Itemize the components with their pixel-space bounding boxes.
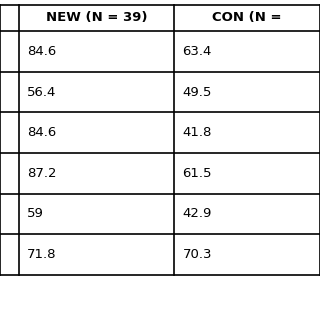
Text: 56.4: 56.4 bbox=[27, 85, 57, 99]
Text: 59: 59 bbox=[27, 207, 44, 220]
Text: 41.8: 41.8 bbox=[182, 126, 212, 139]
Text: 70.3: 70.3 bbox=[182, 248, 212, 261]
Text: 71.8: 71.8 bbox=[27, 248, 57, 261]
Text: 61.5: 61.5 bbox=[182, 167, 212, 180]
Text: 42.9: 42.9 bbox=[182, 207, 212, 220]
Text: 84.6: 84.6 bbox=[27, 126, 56, 139]
Text: 63.4: 63.4 bbox=[182, 45, 212, 58]
Text: 49.5: 49.5 bbox=[182, 85, 212, 99]
Text: CON (N =: CON (N = bbox=[212, 12, 282, 24]
Text: 87.2: 87.2 bbox=[27, 167, 57, 180]
Text: NEW (N = 39): NEW (N = 39) bbox=[46, 12, 148, 24]
Text: 84.6: 84.6 bbox=[27, 45, 56, 58]
